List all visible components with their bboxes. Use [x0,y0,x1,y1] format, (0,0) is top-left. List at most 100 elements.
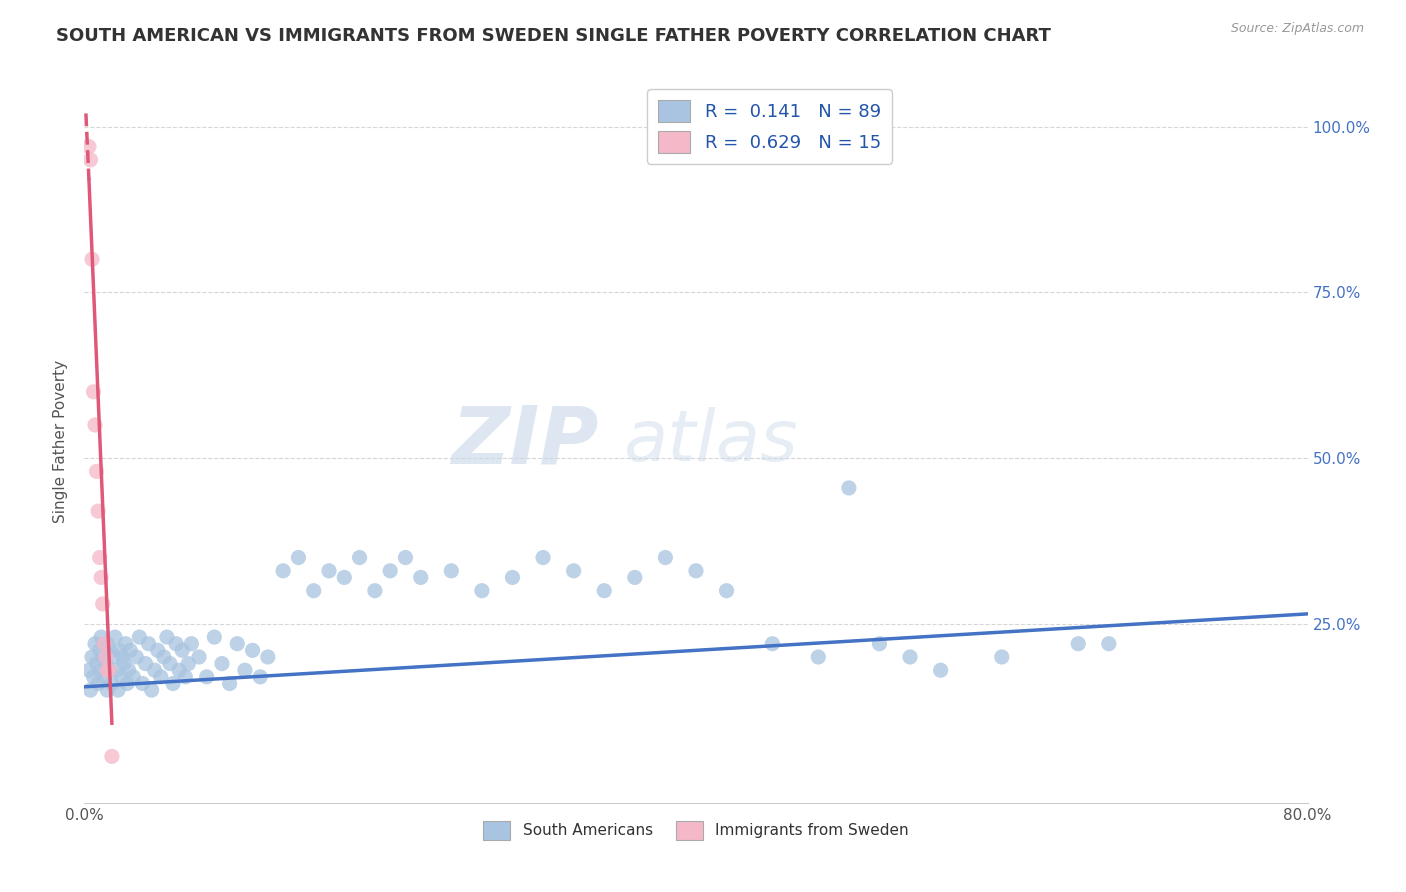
Point [233,663,256,677]
Text: Source: ZipAtlas.com: Source: ZipAtlas.com [1230,22,1364,36]
Point [120,643,142,657]
Point [761,637,783,651]
Point [716,583,738,598]
Point [143,663,166,677]
Point [118,663,141,677]
Point [86,657,108,671]
Point [115,676,138,690]
Point [108,643,131,657]
Point [409,570,432,584]
Point [146,643,169,657]
Point [79,683,101,698]
Point [162,676,184,690]
Point [93,637,115,651]
Point [180,637,202,651]
Point [174,670,197,684]
Point [380,564,402,578]
Point [104,630,127,644]
Point [87,676,110,690]
Point [156,630,179,644]
Point [502,570,524,584]
Point [165,637,187,651]
Point [318,564,340,578]
Text: ZIP: ZIP [451,402,598,481]
Y-axis label: Single Father Poverty: Single Father Poverty [53,360,69,523]
Point [349,550,371,565]
Point [122,670,145,684]
Point [77,663,100,677]
Point [440,564,463,578]
Point [593,583,616,598]
Point [110,670,132,684]
Point [1067,637,1090,651]
Point [111,650,134,665]
Point [101,749,124,764]
Point [90,630,112,644]
Point [135,657,157,671]
Point [531,550,554,565]
Point [97,663,120,677]
Point [202,630,225,644]
Point [89,643,111,657]
Point [364,583,387,598]
Legend: South Americans, Immigrants from Sweden: South Americans, Immigrants from Sweden [477,815,915,846]
Point [562,564,585,578]
Point [80,252,103,267]
Point [83,670,105,684]
Point [177,657,200,671]
Point [302,583,325,598]
Point [624,570,647,584]
Point [257,650,280,665]
Point [94,657,117,671]
Text: SOUTH AMERICAN VS IMMIGRANTS FROM SWEDEN SINGLE FATHER POVERTY CORRELATION CHART: SOUTH AMERICAN VS IMMIGRANTS FROM SWEDEN… [56,27,1052,45]
Point [107,683,129,698]
Point [98,643,121,657]
Point [90,570,112,584]
Point [89,550,111,565]
Point [86,464,108,478]
Point [84,417,107,432]
Point [271,564,294,578]
Point [103,650,125,665]
Point [114,637,136,651]
Point [991,650,1014,665]
Point [79,153,101,167]
Point [242,643,264,657]
Point [685,564,707,578]
Point [131,676,153,690]
Point [869,637,891,651]
Point [89,663,111,677]
Point [105,663,128,677]
Point [249,670,271,684]
Point [188,650,211,665]
Point [167,663,190,677]
Point [91,597,114,611]
Point [929,663,952,677]
Point [394,550,416,565]
Point [172,643,194,657]
Point [96,663,118,677]
Point [94,650,117,665]
Point [226,637,249,651]
Point [654,550,676,565]
Point [87,504,110,518]
Point [128,630,150,644]
Point [125,650,148,665]
Point [138,637,160,651]
Point [84,637,107,651]
Point [1098,637,1121,651]
Point [83,384,105,399]
Point [96,683,118,698]
Point [77,139,100,153]
Point [96,637,118,651]
Point [141,683,163,698]
Point [91,650,114,665]
Point [333,570,356,584]
Point [80,650,103,665]
Text: atlas: atlas [623,407,797,476]
Point [807,650,830,665]
Point [838,481,860,495]
Point [153,650,176,665]
Point [195,670,218,684]
Point [159,657,181,671]
